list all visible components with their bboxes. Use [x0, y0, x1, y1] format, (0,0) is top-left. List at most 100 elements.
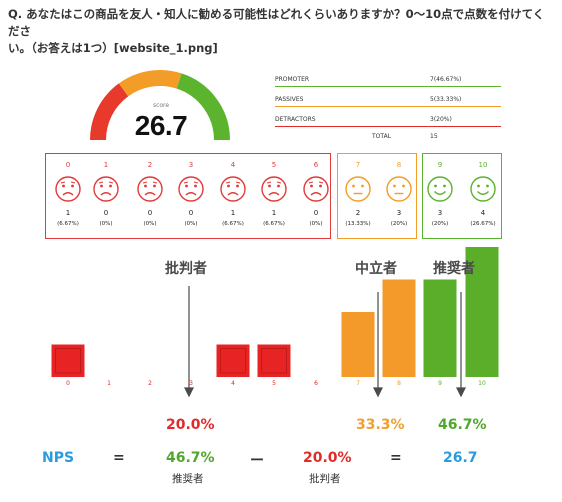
- scale-number: 7: [355, 161, 361, 169]
- promoter-group-box: [422, 153, 502, 239]
- scale-count: 0: [188, 209, 194, 217]
- scale-percent: (0%): [99, 221, 113, 227]
- summary-total-value: 15: [430, 133, 438, 140]
- detractor-group-box: [45, 153, 331, 239]
- bar-score-0: [51, 344, 85, 377]
- scale-percent: (6.67%): [222, 221, 244, 227]
- summary-value-detractors: 3(20%): [430, 116, 452, 123]
- scale-count: 3: [437, 209, 443, 217]
- promoter-heading: 推奨者: [433, 261, 475, 277]
- scale-count: 0: [103, 209, 109, 217]
- scale-percent: (13.33%): [345, 221, 371, 227]
- scale-number: 8: [396, 161, 402, 169]
- scale-percent: (0%): [184, 221, 198, 227]
- score-value: 26.7: [134, 110, 188, 141]
- sad-face-icon: [92, 175, 120, 203]
- bar-score-5: [257, 344, 291, 377]
- scale-number: 0: [65, 161, 71, 169]
- scale-count: 1: [271, 209, 277, 217]
- question-text: Q. あなたはこの商品を友人・知人に勧める可能性はどれくらいありますか？0〜10…: [8, 6, 553, 57]
- scale-percent: (6.67%): [263, 221, 285, 227]
- bar-score-7: [341, 312, 375, 377]
- sad-face-icon: [177, 175, 205, 203]
- scale-percent: (0%): [309, 221, 323, 227]
- passive-group-box: [337, 153, 417, 239]
- happy-face-icon: [469, 175, 497, 203]
- passive-heading: 中立者: [355, 261, 397, 277]
- gauge-green-segment: [176, 73, 230, 141]
- scale-number: 1: [103, 161, 109, 169]
- score-gauge: [90, 70, 230, 141]
- sad-face-icon: [136, 175, 164, 203]
- gauge-orange-segment: [118, 70, 182, 97]
- detractor-percent: 20.0%: [303, 450, 352, 466]
- equals-sign-2: =: [390, 450, 402, 466]
- summary-total-label: TOTAL: [372, 133, 392, 140]
- scale-number: 2: [147, 161, 153, 169]
- score-distribution-chart: [51, 247, 499, 377]
- arrows-layer: [184, 286, 466, 398]
- scale-percent: (6.67%): [57, 221, 79, 227]
- neutral-face-icon: [344, 175, 372, 203]
- chart-tick-label: 5: [272, 380, 276, 387]
- bar-score-9: [423, 279, 457, 377]
- chart-tick-label: 1: [107, 380, 111, 387]
- scale-number: 3: [188, 161, 194, 169]
- scale-count: 1: [230, 209, 236, 217]
- summary-line-passives: [275, 106, 501, 107]
- score-label: score: [152, 102, 170, 109]
- chart-tick-label: 3: [189, 380, 193, 387]
- scale-percent: (26.67%): [470, 221, 496, 227]
- chart-tick-label: 0: [66, 380, 70, 387]
- scale-count: 0: [313, 209, 319, 217]
- happy-face-icon: [426, 175, 454, 203]
- chart-tick-label: 7: [356, 380, 360, 387]
- gauge-red-segment: [90, 83, 129, 141]
- scale-count: 1: [65, 209, 71, 217]
- promoter-percent-top: 46.7%: [438, 417, 487, 433]
- scale-count: 4: [480, 209, 486, 217]
- sad-face-icon: [302, 175, 330, 203]
- detractor-caption: 批判者: [309, 473, 341, 485]
- scale-percent: (20%): [390, 221, 408, 227]
- chart-tick-label: 4: [231, 380, 235, 387]
- scale-percent: (20%): [431, 221, 449, 227]
- scale-number: 5: [271, 161, 277, 169]
- summary-line-promoter: [275, 86, 501, 87]
- detractor-percent-top: 20.0%: [166, 417, 215, 433]
- sad-face-icon: [219, 175, 247, 203]
- scale-number: 6: [313, 161, 319, 169]
- bar-inner-frame: [55, 348, 81, 374]
- minus-sign: ー: [250, 453, 264, 469]
- summary-label-promoter: PROMOTER: [275, 76, 310, 83]
- detractor-arrowhead-icon: [184, 387, 194, 398]
- promoter-arrowhead-icon: [456, 387, 466, 398]
- question-line-1: Q. あなたはこの商品を友人・知人に勧める可能性はどれくらいありますか？0〜10…: [8, 7, 545, 38]
- equals-sign-1: =: [113, 450, 125, 466]
- scale-number: 4: [230, 161, 236, 169]
- sad-face-icon: [260, 175, 288, 203]
- scale-count: 3: [396, 209, 402, 217]
- bar-inner-frame: [261, 348, 287, 374]
- summary-line-detractors: [275, 126, 501, 127]
- chart-tick-label: 9: [438, 380, 442, 387]
- nps-result: 26.7: [443, 450, 478, 466]
- promoter-percent: 46.7%: [166, 450, 215, 466]
- summary-label-passives: PASSIVES: [275, 96, 304, 103]
- chart-tick-label: 10: [478, 380, 486, 387]
- chart-tick-label: 2: [148, 380, 152, 387]
- chart-tick-label: 6: [314, 380, 318, 387]
- promoter-caption: 推奨者: [172, 473, 204, 485]
- passive-percent-top: 33.3%: [356, 417, 405, 433]
- summary-label-detractors: DETRACTORS: [275, 116, 316, 123]
- scale-percent: (0%): [143, 221, 157, 227]
- scale-number: 10: [478, 161, 488, 169]
- bar-inner-frame: [220, 348, 246, 374]
- summary-value-passives: 5(33.33%): [430, 96, 462, 103]
- question-line-2: い。（お答えは1つ）[website_1.png]: [8, 41, 218, 55]
- nps-label: NPS: [42, 450, 75, 466]
- bar-score-8: [382, 279, 416, 377]
- passive-arrowhead-icon: [373, 387, 383, 398]
- neutral-face-icon: [385, 175, 413, 203]
